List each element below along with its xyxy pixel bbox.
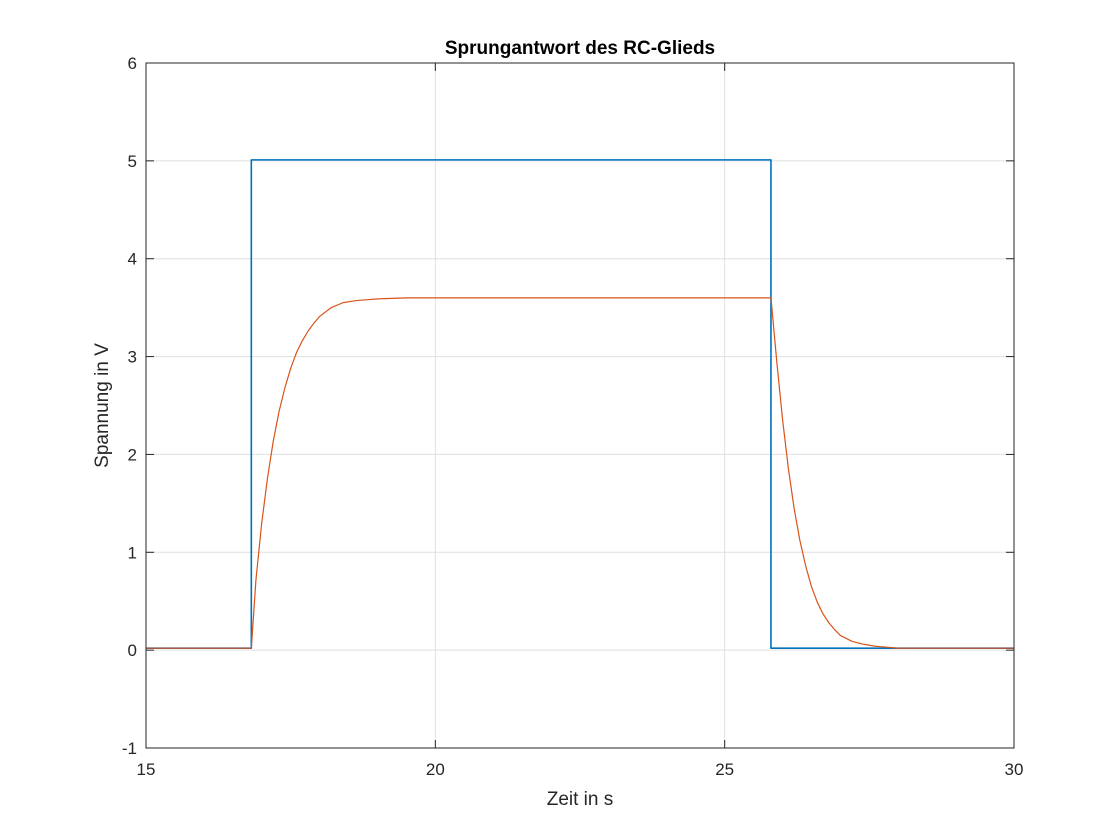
y-tick-label: 4 [128,250,137,269]
y-tick-label: 0 [128,641,137,660]
y-tick-label: 3 [128,348,137,367]
x-axis-label: Zeit in s [547,789,614,810]
x-tick-label: 20 [426,760,445,779]
x-tick-label: 15 [137,760,156,779]
y-tick-label: 6 [128,54,137,73]
y-tick-label: 2 [128,445,137,464]
y-tick-label: -1 [122,739,137,758]
series-layer [146,159,1014,649]
y-axis-label: Spannung in V [92,343,113,468]
series-line-2 [146,297,1014,649]
tick-layer: 15 20 25 30 -1 0 1 2 3 4 5 6 [122,54,1024,779]
y-tick-label: 5 [128,152,137,171]
y-tick-label: 1 [128,543,137,562]
chart-title: Sprungantwort des RC-Glieds [445,38,715,59]
x-tick-label: 25 [715,760,734,779]
plot-frame [145,62,1015,749]
x-tick-label: 30 [1005,760,1024,779]
